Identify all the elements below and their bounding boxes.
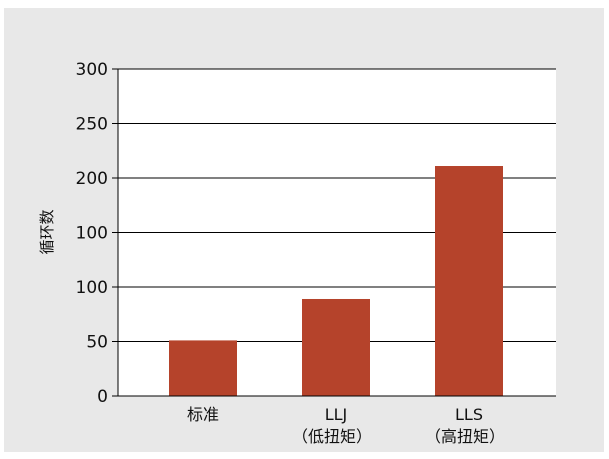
y-tick-label: 50 bbox=[86, 333, 108, 353]
x-tick-label: LLJ bbox=[325, 405, 348, 424]
y-tick-label: 200 bbox=[76, 169, 108, 189]
y-tick-labels: 0 50 100 100 200 250 300 bbox=[76, 60, 118, 407]
x-tick-labels: 标准 LLJ （低扭矩） LLS （高扭矩） bbox=[187, 405, 505, 446]
bars bbox=[169, 166, 503, 396]
y-tick-label: 100 bbox=[76, 224, 108, 244]
x-tick-label: 标准 bbox=[187, 405, 219, 424]
x-tick-label: LLS bbox=[455, 405, 483, 424]
bar-chart: 0 50 100 100 200 250 300 标准 LLJ （低扭矩） LLS （高扭矩） 循环… bbox=[38, 60, 556, 446]
bar bbox=[302, 298, 370, 396]
bar bbox=[435, 166, 503, 396]
x-tick-label: （高扭矩） bbox=[425, 427, 505, 446]
y-tick-label: 250 bbox=[76, 115, 108, 135]
y-tick-label: 100 bbox=[76, 278, 108, 298]
bar bbox=[169, 340, 237, 396]
x-tick-label: （低扭矩） bbox=[292, 427, 372, 446]
chart-figure: 0 50 100 100 200 250 300 标准 LLJ （低扭矩） LLS （高扭矩） 循环… bbox=[4, 8, 604, 452]
y-tick-label: 0 bbox=[97, 387, 108, 407]
y-tick-label: 300 bbox=[76, 60, 108, 80]
y-axis-label: 循环数 bbox=[38, 209, 56, 254]
